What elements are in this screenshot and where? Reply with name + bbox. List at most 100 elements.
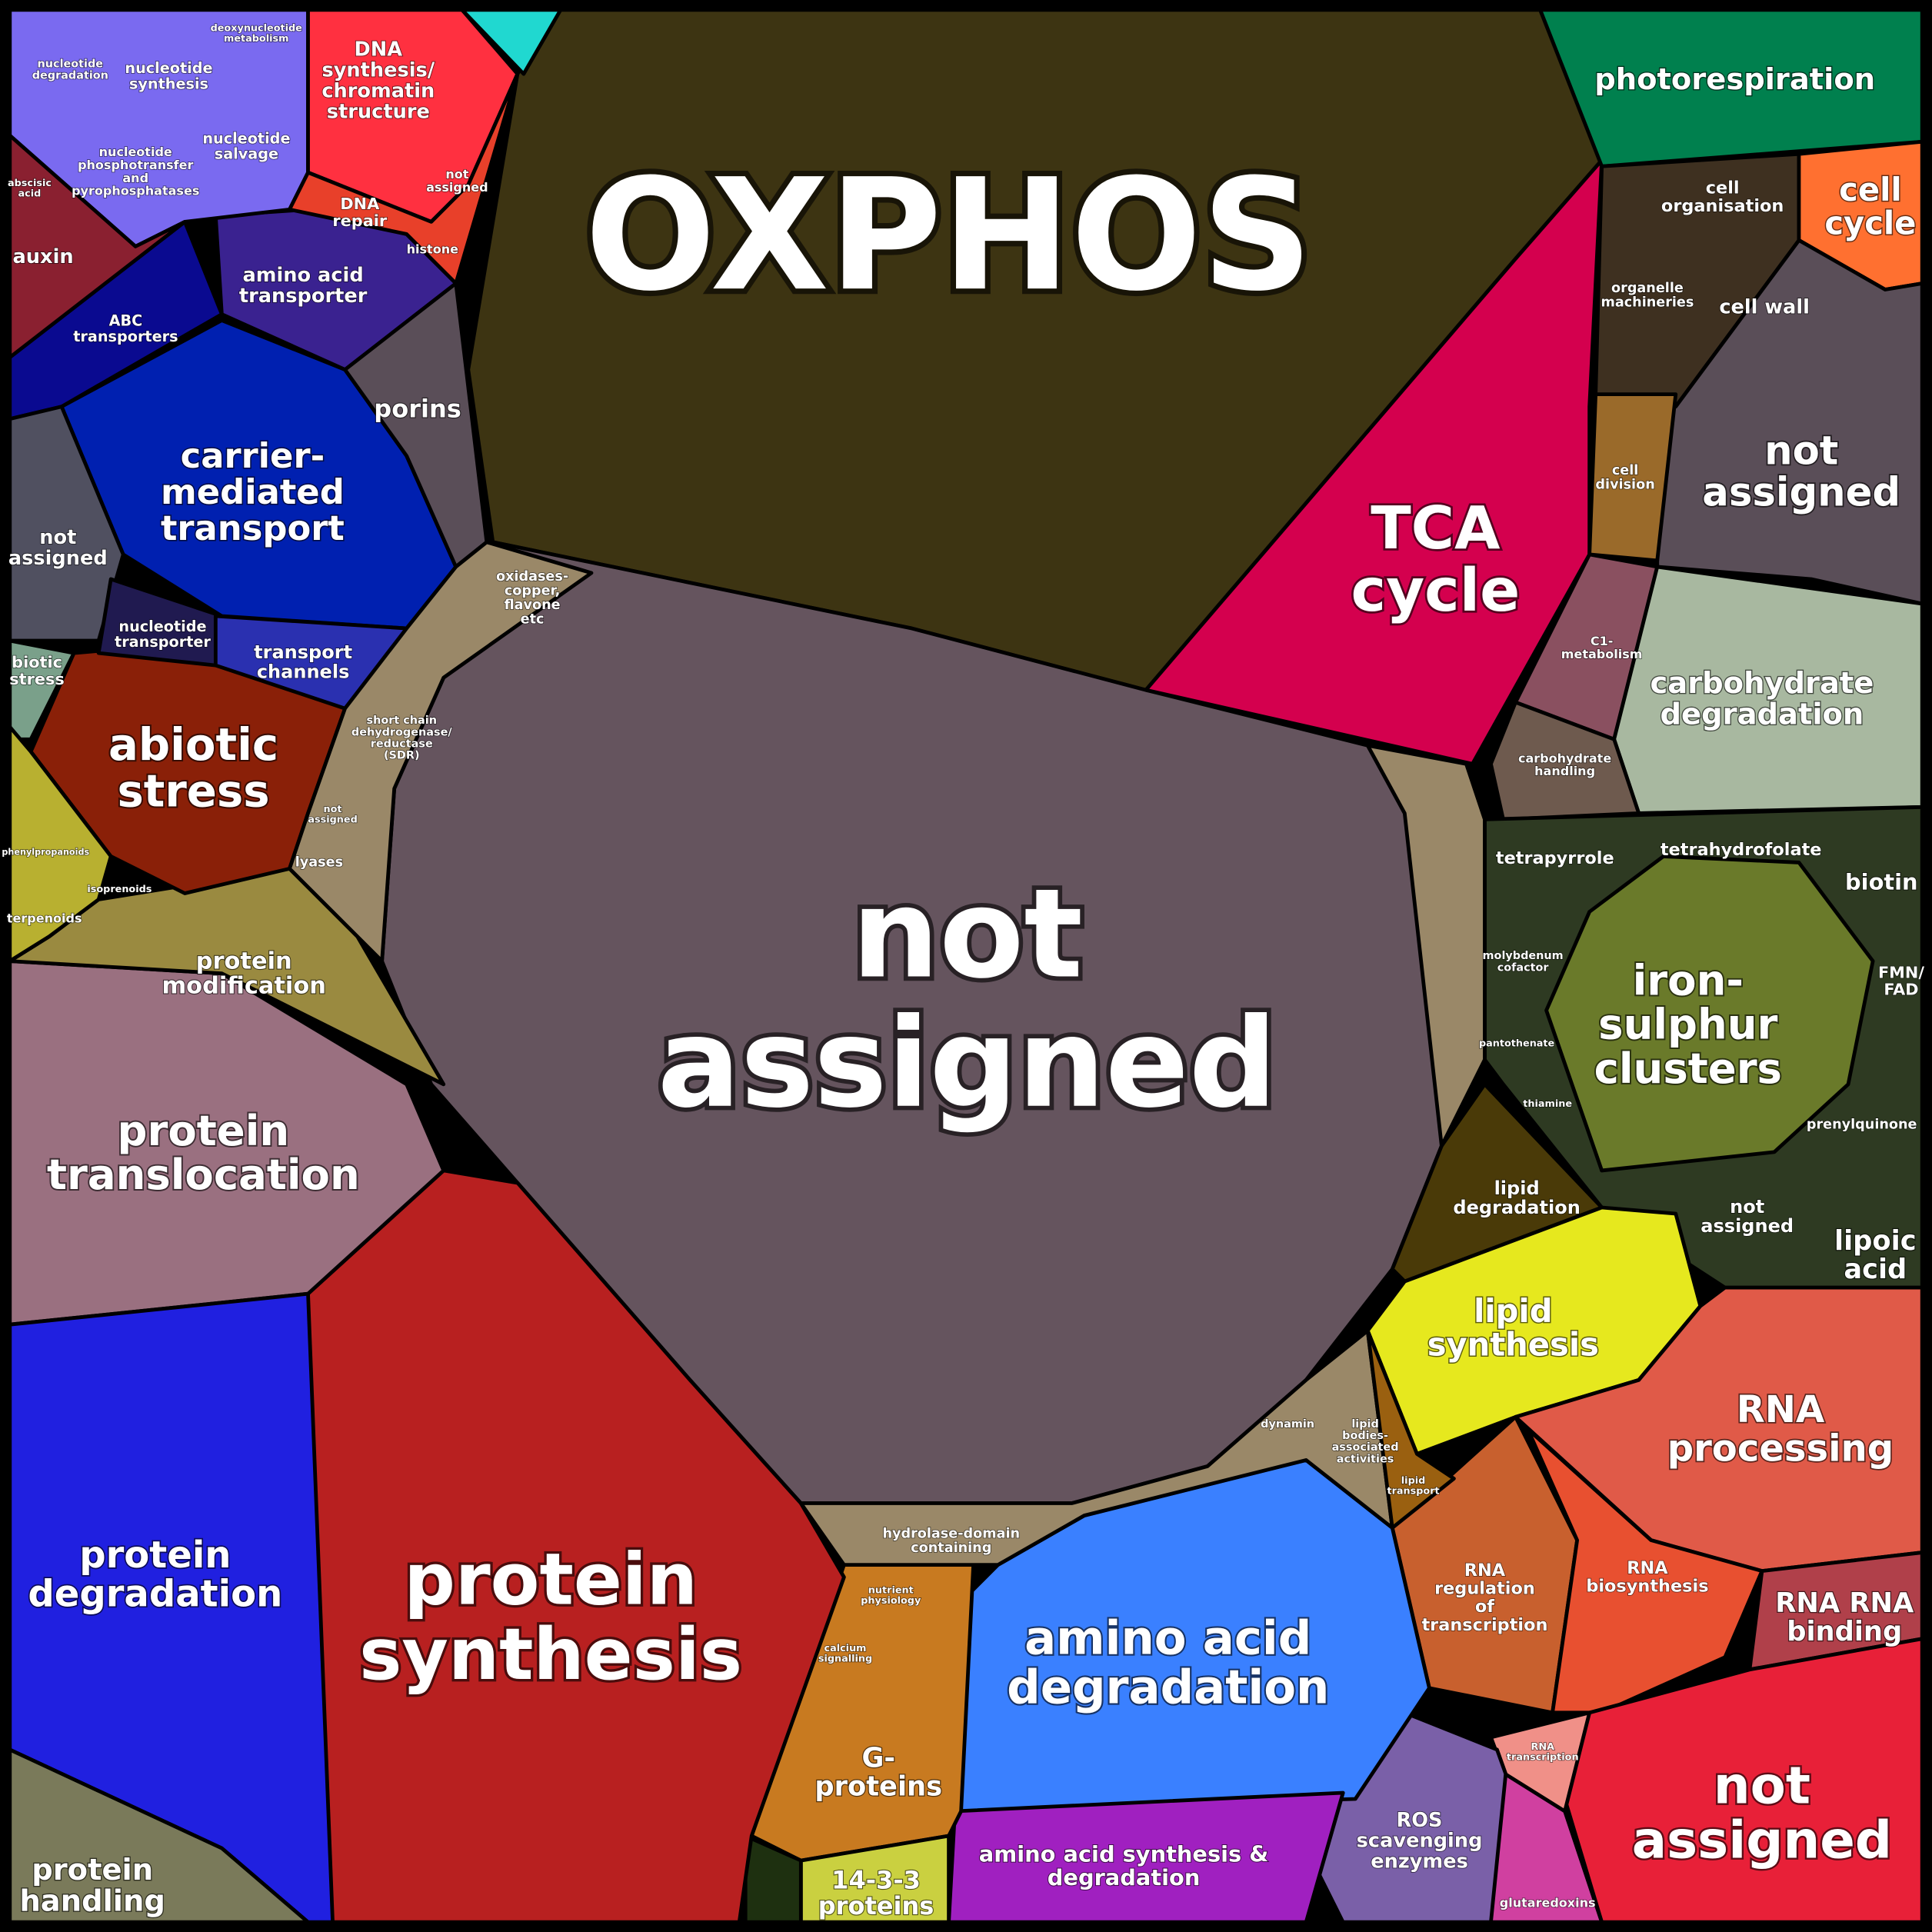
region bbox=[8, 1747, 310, 1924]
region-label: transcription bbox=[1507, 1752, 1579, 1764]
region-label: calcium bbox=[824, 1643, 866, 1654]
region-label: auxin bbox=[13, 245, 74, 268]
region-label: assigned bbox=[1700, 1215, 1794, 1237]
region bbox=[1587, 392, 1678, 563]
region-label: histone bbox=[407, 242, 458, 257]
region-label: transporter bbox=[115, 633, 211, 651]
region bbox=[1489, 1772, 1604, 1924]
region-label: regulation bbox=[1434, 1579, 1535, 1599]
region-label: translocation bbox=[47, 1150, 360, 1199]
region-label: mediated bbox=[161, 471, 345, 512]
region-label: dynamin bbox=[1261, 1418, 1314, 1431]
region-label: (SDR) bbox=[384, 750, 420, 762]
region bbox=[1144, 158, 1604, 766]
region-label: physiology bbox=[861, 1595, 921, 1607]
region-label: nucleotide bbox=[125, 59, 212, 77]
region-label: proteins bbox=[814, 1771, 942, 1803]
region-label: transporter bbox=[239, 285, 368, 308]
region-label: deoxynucleotide bbox=[211, 22, 303, 34]
region-label: metabolism bbox=[1561, 647, 1643, 661]
region-label: amino acid bbox=[243, 264, 364, 287]
region-label: iron- bbox=[1633, 956, 1744, 1005]
region-label: lyases bbox=[295, 854, 343, 870]
region-label: OXPHOS bbox=[585, 146, 1312, 325]
region-label: nutrient bbox=[868, 1585, 914, 1597]
region-label: dehydrogenase/ bbox=[351, 726, 452, 738]
region-label: metabolism bbox=[224, 33, 288, 45]
region-label: associated bbox=[1332, 1441, 1399, 1454]
region-label: transport bbox=[1387, 1486, 1439, 1497]
region-label: reductase bbox=[371, 738, 433, 750]
region-label: carbohydrate bbox=[1650, 666, 1874, 701]
region-label: transport bbox=[161, 508, 345, 548]
region-label: oxidases- bbox=[496, 569, 568, 585]
region-label: stress bbox=[117, 765, 269, 818]
region-label: ABC bbox=[109, 312, 143, 330]
region-label: pantothenate bbox=[1479, 1038, 1555, 1049]
region-label: glutaredoxins bbox=[1500, 1896, 1596, 1910]
region-label: assigned bbox=[1702, 469, 1900, 515]
region-label: pyrophosphatases bbox=[72, 184, 199, 198]
region-label: amino acid bbox=[1024, 1611, 1311, 1666]
region-label: degradation bbox=[1048, 1864, 1201, 1890]
region-label: nucleotide bbox=[99, 145, 172, 159]
region-label: synthesis bbox=[359, 1613, 742, 1696]
region bbox=[1544, 854, 1875, 1173]
region-label: not bbox=[1764, 428, 1838, 475]
region-label: protein bbox=[32, 1853, 153, 1887]
region-label: cycle bbox=[1824, 205, 1916, 242]
region bbox=[460, 8, 563, 76]
region-label: binding bbox=[1787, 1616, 1902, 1647]
region-label: lipid bbox=[1494, 1178, 1540, 1199]
region bbox=[288, 72, 520, 285]
region-label: signalling bbox=[818, 1653, 872, 1664]
region-label: FMN/ bbox=[1878, 964, 1924, 982]
region-label: phosphotransfer bbox=[78, 158, 193, 172]
region-label: FAD bbox=[1884, 980, 1918, 998]
region bbox=[1365, 1328, 1456, 1530]
region-label: protein bbox=[79, 1534, 231, 1577]
region-label: organelle bbox=[1611, 281, 1684, 296]
region-label: chromatin bbox=[321, 80, 435, 103]
region-label: short chain bbox=[367, 715, 437, 727]
region-label: scavenging bbox=[1357, 1830, 1483, 1853]
region-label: degradation bbox=[32, 69, 108, 82]
region-label: assigned bbox=[1632, 1810, 1892, 1870]
region bbox=[288, 540, 594, 963]
region-label: channels bbox=[257, 661, 350, 682]
region-label: not bbox=[39, 526, 76, 549]
region-label: abscisic bbox=[8, 178, 52, 189]
region-label: biotin bbox=[1845, 869, 1918, 895]
region bbox=[947, 1790, 1345, 1924]
region-label: assigned bbox=[8, 547, 108, 570]
region-label: synthesis/ bbox=[321, 59, 435, 82]
region-label: RNA bbox=[1531, 1741, 1555, 1753]
region-label: copper, bbox=[505, 583, 560, 598]
region-label: assigned bbox=[658, 991, 1277, 1135]
region-label: molybdenum bbox=[1483, 950, 1564, 962]
region-label: photorespiration bbox=[1594, 62, 1875, 97]
region-label: division bbox=[1595, 477, 1654, 492]
region-label: lipid bbox=[1401, 1475, 1425, 1487]
region-label: assigned bbox=[426, 180, 488, 195]
region-label: sulphur bbox=[1598, 1000, 1777, 1049]
region-label: processing bbox=[1667, 1427, 1894, 1470]
region-label: proteins bbox=[818, 1891, 934, 1920]
region-label: organisation bbox=[1661, 196, 1784, 216]
region-label: structure bbox=[327, 100, 430, 123]
region-label: abiotic bbox=[108, 718, 278, 771]
region-label: not bbox=[445, 167, 468, 182]
region-label: synthesis bbox=[1427, 1326, 1599, 1364]
region-label: degradation bbox=[28, 1572, 282, 1615]
region-label: cell bbox=[1839, 171, 1901, 208]
region-label: lipid bbox=[1474, 1292, 1552, 1330]
region-label: degradation bbox=[1661, 698, 1864, 732]
region-label: modification bbox=[162, 973, 325, 1000]
region-label: cell bbox=[1706, 178, 1740, 198]
region-label: synthesis bbox=[129, 75, 208, 92]
region-label: 14-3-3 bbox=[831, 1865, 921, 1894]
region-label: RNA bbox=[1464, 1561, 1506, 1581]
region-label: assigned bbox=[308, 814, 357, 825]
